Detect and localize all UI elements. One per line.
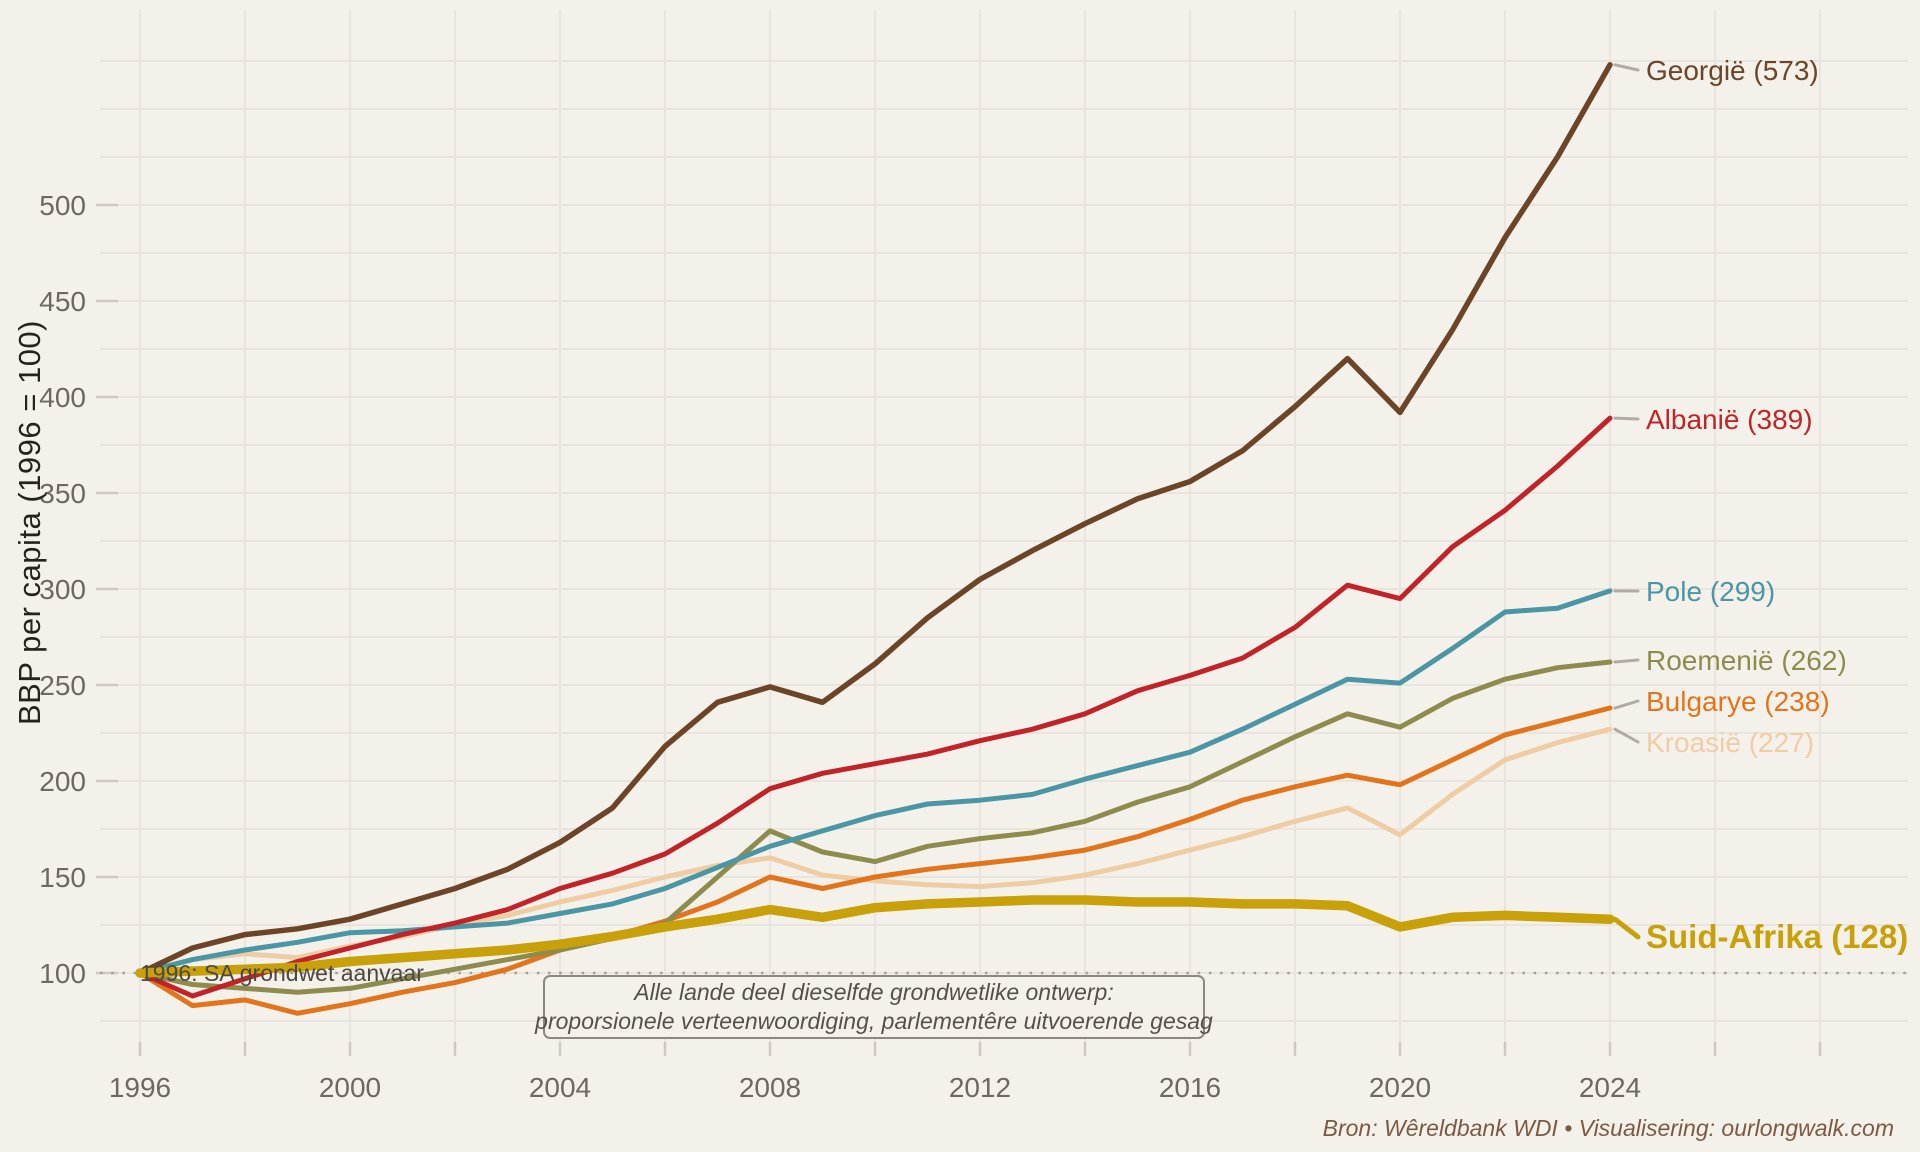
x-tick-label: 2000 — [319, 1072, 381, 1103]
line-pole — [137, 588, 1613, 976]
label-connector-suid-afrika — [1612, 916, 1641, 940]
y-axis-title: BBP per capita (1996 = 100) — [12, 320, 47, 725]
y-tick-label: 100 — [39, 958, 86, 989]
x-tick-label: 2016 — [1159, 1072, 1221, 1103]
label-connector-roemenie — [1613, 658, 1640, 664]
y-tick-label: 400 — [39, 382, 86, 413]
y-tick-label: 350 — [39, 478, 86, 509]
line-georgie — [137, 62, 1613, 976]
label-connector-georgie — [1613, 63, 1640, 72]
baseline-annotation: 1996: SA grondwet aanvaar — [140, 960, 424, 986]
series-label-roemenie: Roemenië (262) — [1646, 645, 1847, 676]
callout-line-1: Alle lande deel dieselfde grondwetlike o… — [634, 979, 1114, 1005]
label-connector-kroasie — [1613, 727, 1640, 744]
series-label-albanie: Albanië (389) — [1646, 404, 1813, 435]
y-tick-label: 150 — [39, 862, 86, 893]
y-tick-label: 450 — [39, 286, 86, 317]
series-label-suid-afrika: Suid-Afrika (128) — [1646, 918, 1908, 955]
line-albanie — [137, 415, 1613, 999]
series-label-kroasie: Kroasië (227) — [1646, 727, 1814, 758]
source-credit: Bron: Wêreldbank WDI • Visualisering: ou… — [1322, 1115, 1894, 1141]
series-label-georgie: Georgië (573) — [1646, 55, 1819, 86]
y-tick-label: 500 — [39, 190, 86, 221]
line-suid-afrika — [135, 895, 1615, 978]
label-connector-albanie — [1613, 416, 1640, 421]
line-roemenie — [137, 659, 1613, 995]
y-tick-label: 200 — [39, 766, 86, 797]
line-bulgarye — [137, 705, 1613, 1016]
constitution-callout-box: Alle lande deel dieselfde grondwetlike o… — [535, 975, 1213, 1039]
x-tick-label: 2020 — [1369, 1072, 1431, 1103]
x-tick-label: 2024 — [1579, 1072, 1641, 1103]
x-tick-label: 1996 — [109, 1072, 171, 1103]
y-tick-label: 250 — [39, 670, 86, 701]
label-connector-bulgarye — [1613, 699, 1640, 710]
series-label-bulgarye: Bulgarye (238) — [1646, 686, 1830, 717]
callout-line-2: proporsionele verteenwoordiging, parleme… — [535, 1008, 1213, 1034]
x-tick-label: 2008 — [739, 1072, 801, 1103]
x-tick-label: 2004 — [529, 1072, 591, 1103]
x-tick-label: 2012 — [949, 1072, 1011, 1103]
y-tick-label: 300 — [39, 574, 86, 605]
series-label-pole: Pole (299) — [1646, 576, 1775, 607]
